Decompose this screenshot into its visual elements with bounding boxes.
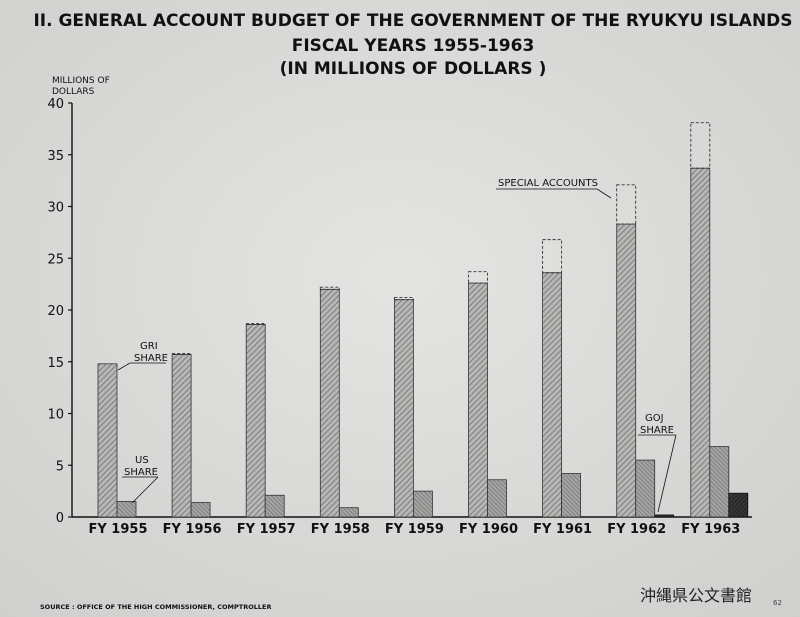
bar-us-3 — [338, 507, 359, 518]
x-label-8: FY 1963 — [681, 522, 740, 537]
y-tick-label-3: 15 — [47, 356, 64, 371]
x-label-4: FY 1959 — [385, 522, 444, 537]
bar-special-3 — [319, 286, 340, 290]
annotation-us-line-2: SHARE — [124, 467, 158, 478]
bar-us-8 — [709, 446, 730, 518]
annotation-special-label: SPECIAL ACCOUNTS — [498, 178, 598, 189]
bar-special-4 — [393, 297, 414, 301]
annotation-special-leader — [596, 188, 612, 199]
annotation-gri-line-1: GRI — [140, 341, 158, 352]
x-label-5: FY 1960 — [459, 522, 518, 537]
bar-special-6 — [542, 239, 563, 274]
y-tick-label-1: 5 — [56, 459, 64, 474]
bar-gri-6 — [542, 272, 562, 518]
y-tick-label-8: 40 — [47, 97, 64, 112]
x-label-3: FY 1958 — [311, 522, 370, 537]
bar-special-7 — [616, 184, 637, 225]
bar-gri-2 — [245, 324, 266, 518]
y-tick-label-7: 35 — [47, 149, 64, 164]
bar-us-5 — [487, 479, 507, 518]
bar-special-5 — [468, 271, 488, 284]
annotation-goj-line-1: GOJ — [645, 413, 664, 424]
chart-title-line-2: FISCAL YEARS 1955-1963 — [292, 36, 535, 56]
bar-us-0 — [116, 501, 137, 518]
chart-title-line-1: II. GENERAL ACCOUNT BUDGET OF THE GOVERN… — [33, 11, 792, 31]
bar-gri-8 — [690, 167, 711, 518]
annotation-us-share: US SHARE — [122, 455, 159, 504]
y-tick-label-5: 25 — [47, 252, 64, 267]
bar-special-8 — [690, 122, 711, 169]
y-tick-label-6: 30 — [47, 201, 64, 216]
annotation-gri-share: GRI SHARE — [117, 341, 168, 371]
annotation-goj-leader — [657, 434, 677, 513]
annotation-gri-leader — [117, 362, 131, 371]
annotation-us-leader — [131, 476, 159, 504]
source-note: SOURCE : OFFICE OF THE HIGH COMMISSIONER… — [40, 603, 271, 611]
bar-us-2 — [264, 494, 285, 518]
y-tick-label-2: 10 — [47, 408, 64, 423]
annotation-goj-line-2: SHARE — [640, 425, 674, 436]
chart-title-line-3: (IN MILLIONS OF DOLLARS ) — [280, 59, 547, 79]
y-tick-label-4: 20 — [47, 304, 64, 319]
bar-us-7 — [635, 459, 656, 518]
bar-gri-5 — [468, 282, 488, 518]
x-label-2: FY 1957 — [237, 522, 296, 537]
y-axis-label-line-2: DOLLARS — [52, 87, 95, 97]
annotation-gri-line-2: SHARE — [134, 353, 168, 364]
bar-gri-1 — [171, 354, 192, 518]
bar-goj-8 — [728, 492, 749, 518]
bar-gri-4 — [393, 299, 414, 518]
annotation-special-accounts: SPECIAL ACCOUNTS — [496, 178, 612, 199]
x-label-1: FY 1956 — [163, 522, 222, 537]
bar-gri-3 — [319, 288, 340, 518]
bars-layer — [97, 122, 749, 518]
bar-us-1 — [190, 502, 211, 518]
x-label-0: FY 1955 — [88, 522, 147, 537]
x-axis-labels: FY 1955 FY 1956 FY 1957 FY 1958 FY 1959 FY 19… — [88, 522, 740, 537]
corner-code: 62 — [773, 599, 782, 607]
y-tick-label-0: 0 — [56, 511, 64, 526]
bar-us-4 — [412, 490, 433, 518]
bar-gri-0 — [97, 363, 118, 518]
archive-watermark: 沖縄県公文書館 — [640, 586, 752, 605]
bar-gri-7 — [616, 223, 637, 518]
x-label-6: FY 1961 — [533, 522, 592, 537]
annotation-us-line-1: US — [135, 455, 149, 466]
y-axis-ticks: 0 5 10 15 20 25 30 35 40 — [47, 97, 72, 526]
annotation-goj-share: GOJ SHARE — [638, 413, 677, 513]
bar-us-6 — [561, 473, 581, 518]
y-axis-label-line-1: MILLIONS OF — [52, 76, 110, 86]
x-label-7: FY 1962 — [607, 522, 666, 537]
bar-goj-7 — [654, 514, 675, 518]
